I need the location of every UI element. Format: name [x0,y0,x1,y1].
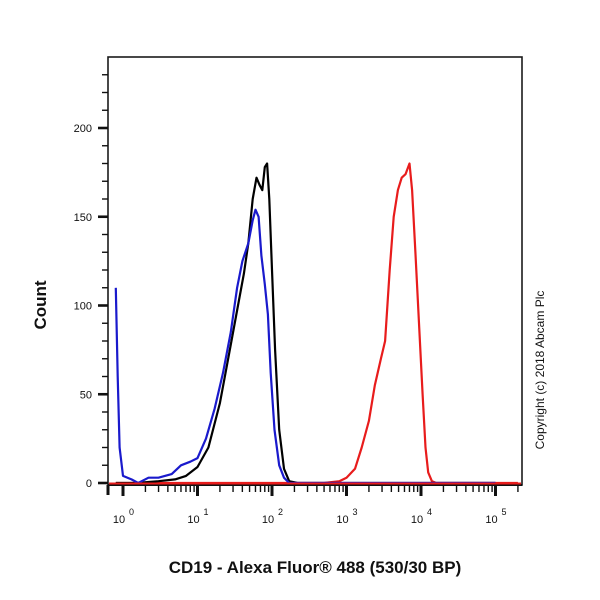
x-tick-label: 10 [485,514,497,526]
x-tick-exponent: 0 [129,507,134,517]
x-tick-label: 10 [113,514,125,526]
x-tick-exponent: 5 [502,507,507,517]
y-axis-title: Count [31,280,50,329]
x-tick-label: 10 [187,514,199,526]
y-axis: 0 50 100 150 200 [74,74,108,490]
x-axis: 10 0 10 1 10 2 10 3 10 4 10 5 [106,484,522,526]
histogram-curve [115,162,496,485]
x-tick-exponent: 1 [204,507,209,517]
x-tick-label: 10 [262,514,274,526]
y-tick-label: 100 [74,301,92,313]
x-tick-label: 10 [411,514,423,526]
copyright-note: Copyright (c) 2018 Abcam Plc [533,291,547,450]
plot-frame [107,56,523,486]
y-tick-label: 200 [74,123,92,135]
y-tick-label: 50 [80,389,92,401]
x-tick-label: 10 [336,514,348,526]
y-tick-label: 150 [74,212,92,224]
histogram-curve [115,162,518,485]
x-tick-exponent: 2 [278,507,283,517]
x-tick-exponent: 4 [427,507,432,517]
y-tick-label: 0 [86,478,92,490]
x-tick-exponent: 3 [353,507,358,517]
histogram-curve [114,208,496,485]
x-axis-title: CD19 - Alexa Fluor® 488 (530/30 BP) [169,558,462,577]
histogram-series [109,162,521,485]
